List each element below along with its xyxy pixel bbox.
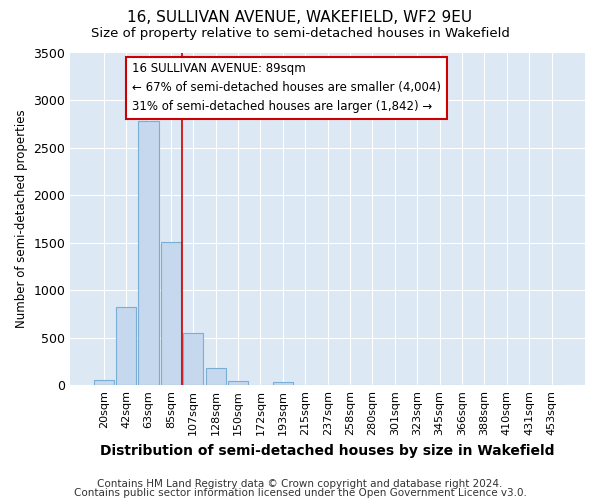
Bar bbox=[139, 121, 158, 386]
Text: Contains public sector information licensed under the Open Government Licence v3: Contains public sector information licen… bbox=[74, 488, 526, 498]
Bar bbox=[161, 242, 181, 386]
Y-axis label: Number of semi-detached properties: Number of semi-detached properties bbox=[15, 110, 28, 328]
Text: Contains HM Land Registry data © Crown copyright and database right 2024.: Contains HM Land Registry data © Crown c… bbox=[97, 479, 503, 489]
X-axis label: Distribution of semi-detached houses by size in Wakefield: Distribution of semi-detached houses by … bbox=[100, 444, 555, 458]
Bar bbox=[94, 380, 114, 386]
Bar bbox=[206, 368, 226, 386]
Bar bbox=[273, 382, 293, 386]
Bar bbox=[183, 333, 203, 386]
Text: Size of property relative to semi-detached houses in Wakefield: Size of property relative to semi-detach… bbox=[91, 28, 509, 40]
Text: 16, SULLIVAN AVENUE, WAKEFIELD, WF2 9EU: 16, SULLIVAN AVENUE, WAKEFIELD, WF2 9EU bbox=[127, 10, 473, 25]
Bar bbox=[228, 380, 248, 386]
Text: 16 SULLIVAN AVENUE: 89sqm
← 67% of semi-detached houses are smaller (4,004)
31% : 16 SULLIVAN AVENUE: 89sqm ← 67% of semi-… bbox=[132, 62, 441, 114]
Bar bbox=[116, 308, 136, 386]
